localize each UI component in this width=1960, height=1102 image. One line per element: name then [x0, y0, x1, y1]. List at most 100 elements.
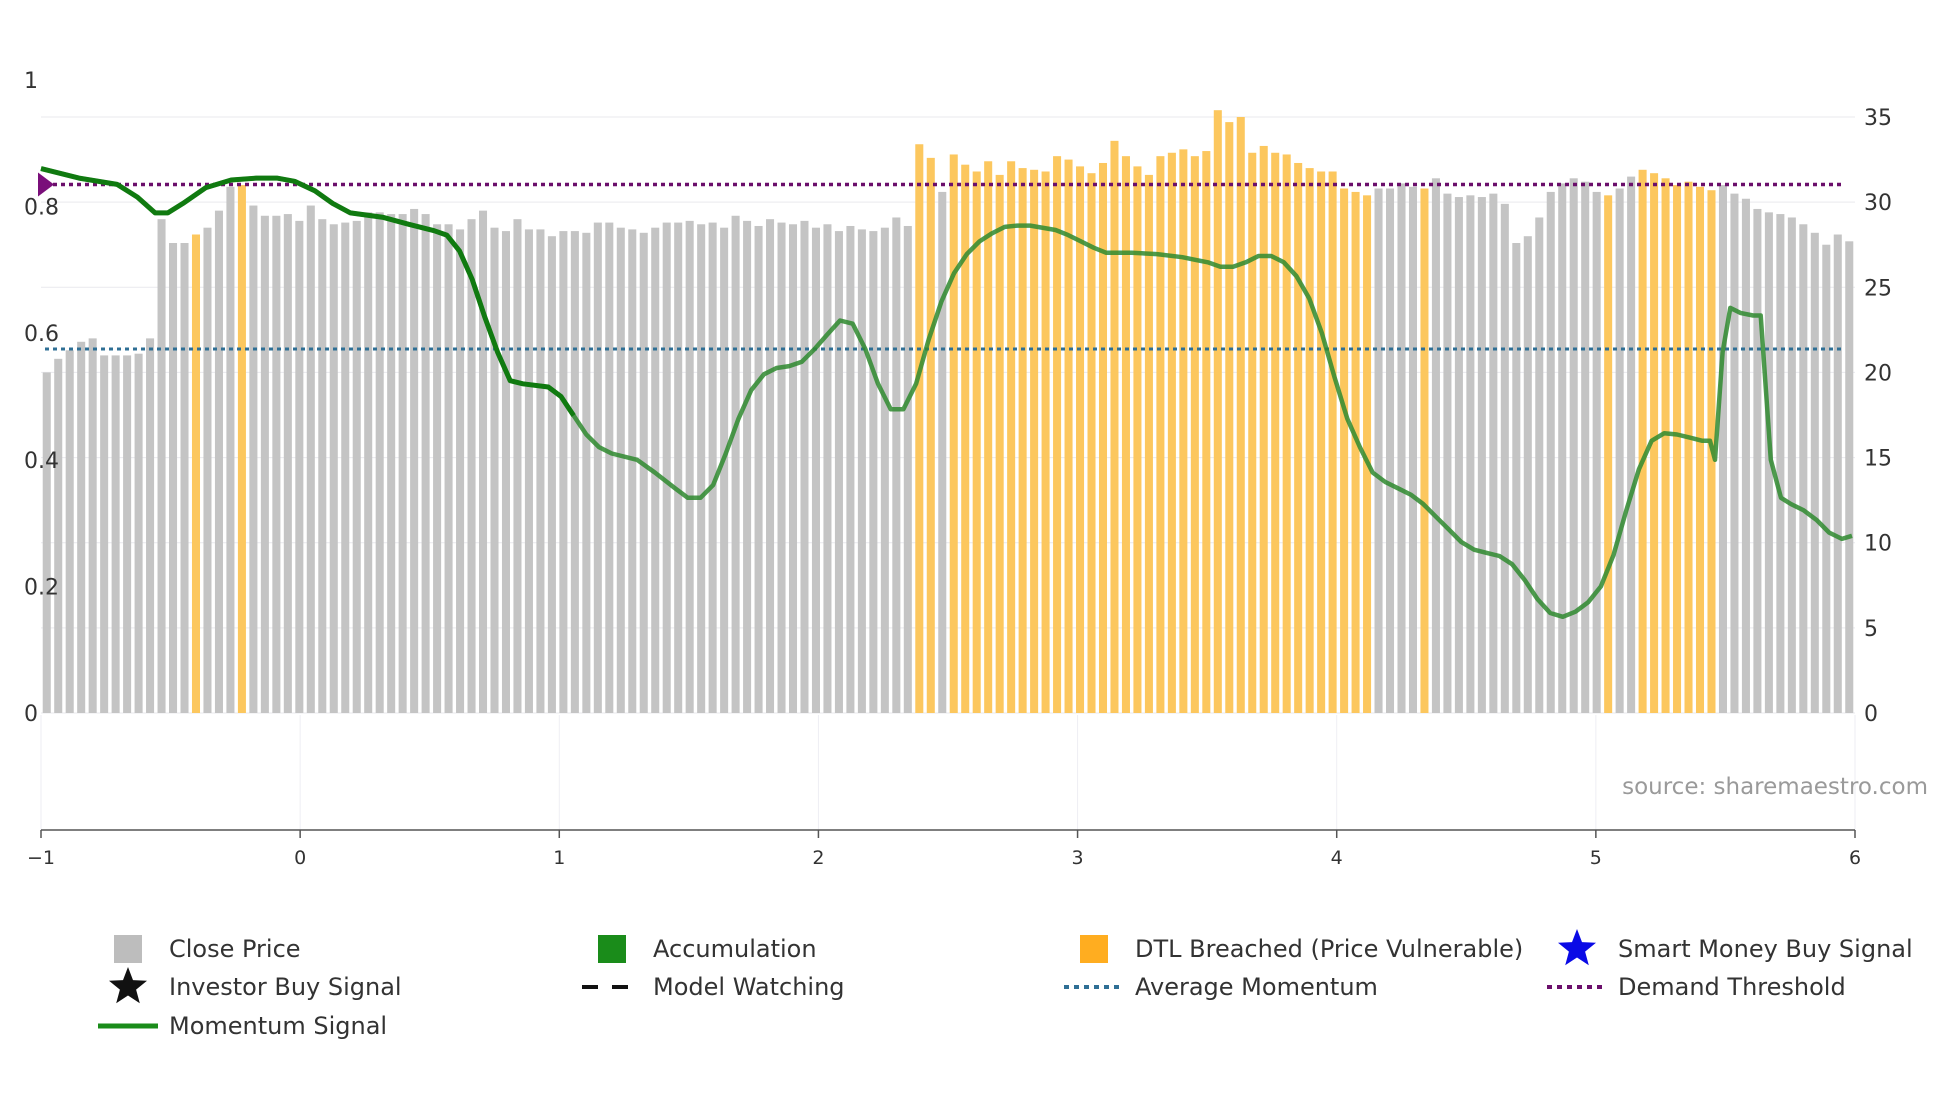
- dtl-bar: [926, 157, 935, 713]
- close-price-bar: [869, 231, 878, 713]
- dtl-bar: [1271, 152, 1280, 713]
- close-price-bar: [1615, 188, 1624, 713]
- close-price-bar: [582, 232, 591, 713]
- close-price-bar: [708, 222, 717, 713]
- close-price-bar: [1730, 193, 1739, 714]
- close-price-bar: [857, 229, 866, 714]
- close-price-bar: [77, 341, 86, 713]
- close-price-bar: [295, 220, 304, 714]
- legend-item: Close Price: [114, 935, 301, 963]
- close-price-bar: [479, 210, 488, 713]
- dtl-bar: [1225, 122, 1234, 713]
- legend-label: Momentum Signal: [169, 1012, 387, 1040]
- dtl-bar: [949, 154, 958, 713]
- x-tick-label: −1: [27, 847, 55, 869]
- close-price-bar: [593, 222, 602, 713]
- right-tick-label: 30: [1864, 191, 1892, 216]
- close-price-bar: [375, 212, 384, 714]
- close-price-bar: [1500, 203, 1509, 714]
- dtl-bar: [237, 185, 246, 714]
- momentum-line-start: [40, 166, 576, 417]
- close-price-bar: [272, 215, 281, 713]
- close-price-bar: [1833, 234, 1842, 714]
- close-price-bar: [226, 186, 235, 713]
- close-price-bar: [1397, 183, 1406, 713]
- legend-label: Model Watching: [653, 973, 845, 1001]
- legend-item: Accumulation: [598, 935, 817, 963]
- dtl-bar: [972, 171, 981, 713]
- dtl-bar: [1030, 169, 1039, 713]
- legend-symbol-close: [114, 935, 142, 963]
- right-tick-label: 0: [1864, 702, 1878, 727]
- close-price-bar: [1466, 195, 1475, 713]
- dtl-bar: [1041, 171, 1050, 713]
- close-price-bar: [1799, 224, 1808, 713]
- legend-label: Accumulation: [653, 935, 817, 963]
- dtl-bar: [1684, 181, 1693, 714]
- legend-item: DTL Breached (Price Vulnerable): [1080, 935, 1523, 963]
- dtl-bar: [995, 174, 1004, 713]
- dtl-bar: [1305, 168, 1314, 714]
- dtl-bar: [1144, 174, 1153, 713]
- close-price-bar: [674, 222, 683, 713]
- close-price-bar: [880, 227, 889, 713]
- close-price-bar: [639, 232, 648, 713]
- dtl-bar: [1650, 173, 1659, 714]
- legend-label: Demand Threshold: [1618, 973, 1846, 1001]
- dtl-bar: [1673, 185, 1682, 714]
- x-tick-label: 5: [1590, 847, 1602, 869]
- close-price-bar: [100, 355, 109, 713]
- close-price-bar: [260, 215, 269, 713]
- dtl-bar: [1121, 156, 1130, 713]
- close-price-bar: [111, 355, 120, 713]
- dtl-bar: [915, 144, 924, 713]
- dtl-bar: [1087, 173, 1096, 714]
- legend: Close Price Accumulation DTL Breached (Pri…: [98, 929, 1913, 1040]
- close-price-bar: [490, 227, 499, 713]
- close-price-bar: [777, 222, 786, 713]
- legend-item: Average Momentum: [1064, 973, 1378, 1001]
- dtl-bar: [1351, 191, 1360, 713]
- source-label: source: sharemaestro.com: [1622, 774, 1928, 800]
- close-price-bar: [387, 214, 396, 713]
- dtl-bar: [1340, 188, 1349, 713]
- legend-symbol-star: [109, 967, 147, 1004]
- close-price-bar: [65, 350, 74, 713]
- dtl-bar: [1076, 166, 1085, 713]
- bars: [42, 110, 1854, 714]
- close-price-bar: [1718, 185, 1727, 714]
- close-price-bar: [1386, 188, 1395, 713]
- close-price-bar: [605, 222, 614, 713]
- left-tick-label: 0.2: [24, 575, 59, 600]
- close-price-bar: [180, 243, 189, 714]
- dtl-bar: [1064, 159, 1073, 714]
- right-tick-label: 35: [1864, 106, 1892, 131]
- close-price-bar: [306, 205, 315, 713]
- left-tick-label: 0.6: [24, 322, 59, 347]
- dtl-bar: [1053, 156, 1062, 713]
- close-price-bar: [1776, 214, 1785, 713]
- close-price-bar: [1845, 241, 1854, 713]
- right-tick-label: 25: [1864, 276, 1892, 301]
- lines: [38, 166, 1853, 620]
- close-price-bar: [720, 227, 729, 713]
- close-price-bar: [743, 220, 752, 714]
- legend-label: DTL Breached (Price Vulnerable): [1135, 935, 1523, 963]
- close-price-bar: [1523, 236, 1532, 713]
- close-price-bar: [570, 231, 579, 713]
- dtl-bar: [1317, 171, 1326, 713]
- close-price-bar: [1512, 243, 1521, 714]
- close-price-bar: [1753, 208, 1762, 713]
- dtl-bar: [1363, 195, 1372, 713]
- close-price-bar: [54, 358, 63, 713]
- close-price-bar: [1592, 191, 1601, 713]
- close-price-bar: [352, 220, 361, 714]
- close-price-bar: [467, 219, 476, 713]
- close-price-bar: [410, 208, 419, 713]
- close-price-bar: [1569, 178, 1578, 713]
- close-price-bar: [811, 227, 820, 713]
- close-price-bar: [662, 222, 671, 713]
- left-tick-label: 0.4: [24, 449, 59, 474]
